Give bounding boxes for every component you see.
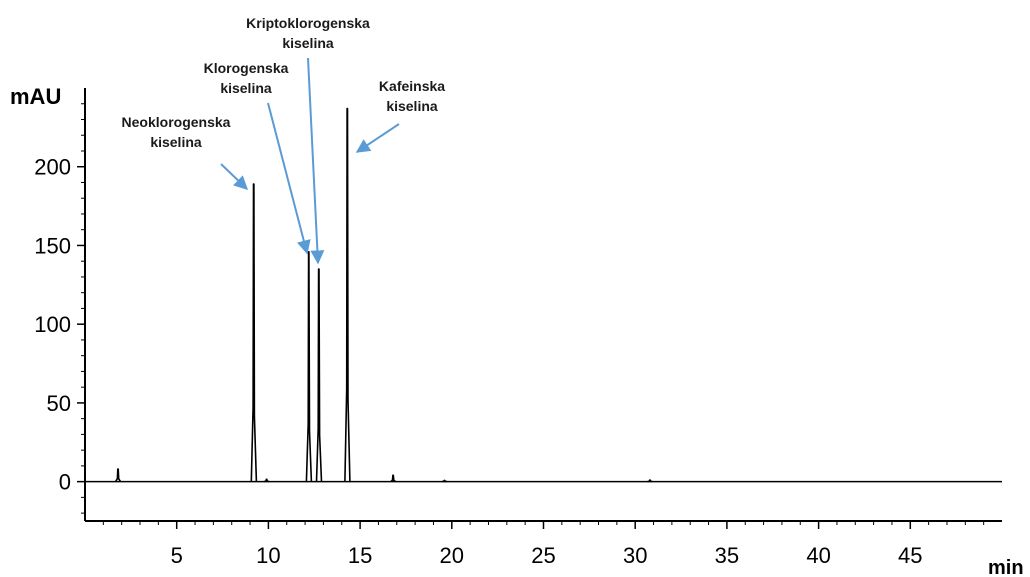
annotation-label-line: Klorogenska <box>204 60 289 76</box>
x-tick-label: 25 <box>531 543 555 568</box>
annotation-label-line: Neoklorogenska <box>122 114 231 130</box>
annotation-group: Neoklorogenska kiselina Klorogenska kiselin… <box>122 15 445 265</box>
x-axis-unit: min <box>988 557 1024 577</box>
y-axis-unit: mAU <box>10 84 61 109</box>
annotation-label-line: kiselina <box>282 35 334 51</box>
y-tick-label: 100 <box>34 312 71 337</box>
annotation-arrow <box>355 123 400 153</box>
peak <box>315 268 323 482</box>
x-tick-label: 35 <box>715 543 739 568</box>
annotation-label-line: Kriptoklorogenska <box>246 15 370 31</box>
annotation-arrow <box>220 163 249 190</box>
x-tick-label: 5 <box>171 543 183 568</box>
x-tick-label: 40 <box>806 543 830 568</box>
x-tick-label: 45 <box>898 543 922 568</box>
x-tick-label: 15 <box>348 543 372 568</box>
axes: 5 10 15 20 25 30 35 40 45 0 50 100 150 200 <box>34 88 1002 568</box>
annotation-label-line: kiselina <box>386 98 438 114</box>
peak <box>114 468 122 483</box>
y-tick-label: 50 <box>47 391 71 416</box>
annotation-label: Klorogenska kiselina <box>204 60 289 96</box>
peak <box>250 183 258 482</box>
annotation-arrow <box>307 57 325 265</box>
trace-group <box>114 107 653 483</box>
x-tick-label: 30 <box>623 543 647 568</box>
y-tick-label: 150 <box>34 233 71 258</box>
x-ticks: 5 10 15 20 25 30 35 40 45 <box>102 521 985 568</box>
annotation-label: Neoklorogenska kiselina <box>122 114 231 150</box>
x-tick-label: 10 <box>256 543 280 568</box>
annotation-arrow <box>267 102 311 255</box>
peak <box>441 479 448 483</box>
annotation-label-line: kiselina <box>220 80 272 96</box>
peak <box>305 251 313 482</box>
peak <box>344 107 351 482</box>
peak <box>647 479 653 483</box>
y-tick-label: 0 <box>59 470 71 495</box>
y-ticks: 0 50 100 150 200 <box>34 103 85 514</box>
annotation-label: Kriptoklorogenska kiselina <box>246 15 370 51</box>
y-tick-label: 200 <box>34 155 71 180</box>
annotation-label-line: Kafeinska <box>379 78 445 94</box>
peak <box>263 478 270 483</box>
peak <box>390 474 397 483</box>
x-tick-label: 20 <box>440 543 464 568</box>
annotation-label: Kafeinska kiselina <box>379 78 445 114</box>
annotation-label-line: kiselina <box>150 134 202 150</box>
